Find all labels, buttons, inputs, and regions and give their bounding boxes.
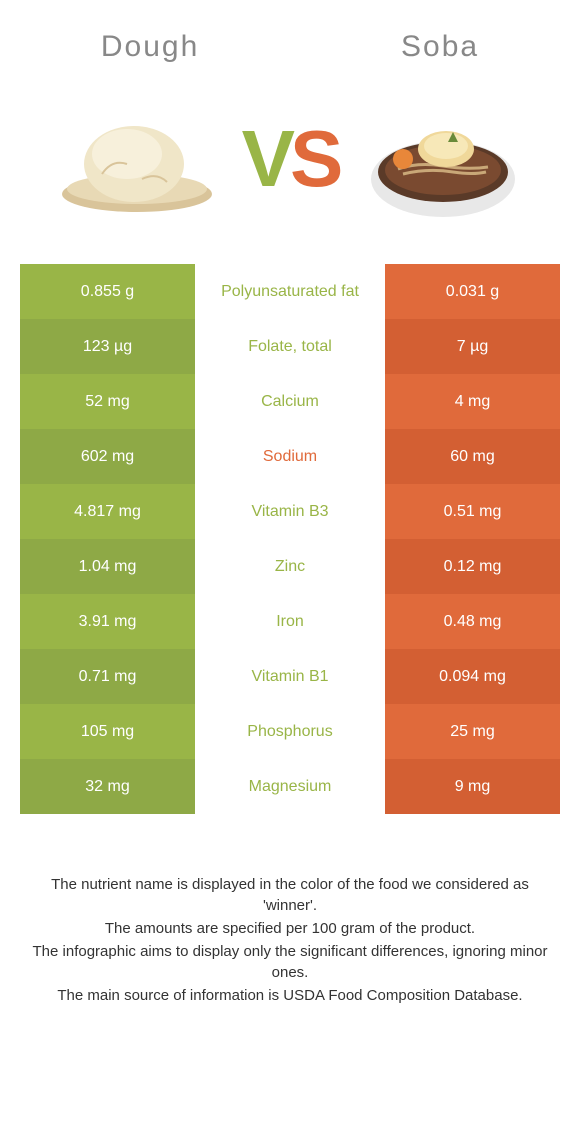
nutrient-name-cell: Vitamin B3 — [195, 484, 385, 539]
soba-image — [358, 94, 528, 224]
vs-v-letter: V — [242, 114, 290, 203]
left-value-cell: 4.817 mg — [20, 484, 195, 539]
nutrient-name-cell: Phosphorus — [195, 704, 385, 759]
vs-s-letter: S — [290, 114, 338, 203]
nutrient-name-cell: Sodium — [195, 429, 385, 484]
right-value-cell: 0.51 mg — [385, 484, 560, 539]
left-value-cell: 123 µg — [20, 319, 195, 374]
nutrient-name-cell: Zinc — [195, 539, 385, 594]
nutrient-name-cell: Calcium — [195, 374, 385, 429]
table-row: 52 mgCalcium4 mg — [20, 374, 560, 429]
table-row: 105 mgPhosphorus25 mg — [20, 704, 560, 759]
footer-notes: The nutrient name is displayed in the co… — [0, 814, 580, 1006]
right-value-cell: 60 mg — [385, 429, 560, 484]
table-row: 4.817 mgVitamin B30.51 mg — [20, 484, 560, 539]
right-food-title: Soba — [401, 30, 479, 64]
table-row: 3.91 mgIron0.48 mg — [20, 594, 560, 649]
right-value-cell: 25 mg — [385, 704, 560, 759]
footer-line: The nutrient name is displayed in the co… — [30, 874, 550, 916]
table-row: 123 µgFolate, total7 µg — [20, 319, 560, 374]
table-row: 32 mgMagnesium9 mg — [20, 759, 560, 814]
nutrient-name-cell: Vitamin B1 — [195, 649, 385, 704]
footer-line: The main source of information is USDA F… — [30, 985, 550, 1006]
nutrient-name-cell: Iron — [195, 594, 385, 649]
nutrient-name-cell: Magnesium — [195, 759, 385, 814]
nutrient-name-cell: Polyunsaturated fat — [195, 264, 385, 319]
left-value-cell: 52 mg — [20, 374, 195, 429]
right-value-cell: 7 µg — [385, 319, 560, 374]
right-value-cell: 0.48 mg — [385, 594, 560, 649]
dough-image — [52, 94, 222, 224]
nutrient-table: 0.855 gPolyunsaturated fat0.031 g123 µgF… — [20, 264, 560, 814]
header: Dough Soba — [0, 0, 580, 84]
left-food-title: Dough — [101, 30, 199, 64]
right-value-cell: 0.12 mg — [385, 539, 560, 594]
left-value-cell: 3.91 mg — [20, 594, 195, 649]
table-row: 0.855 gPolyunsaturated fat0.031 g — [20, 264, 560, 319]
right-value-cell: 9 mg — [385, 759, 560, 814]
footer-line: The amounts are specified per 100 gram o… — [30, 918, 550, 939]
vs-row: VS — [0, 84, 580, 264]
left-value-cell: 0.855 g — [20, 264, 195, 319]
right-value-cell: 0.094 mg — [385, 649, 560, 704]
nutrient-name-cell: Folate, total — [195, 319, 385, 374]
left-value-cell: 105 mg — [20, 704, 195, 759]
right-value-cell: 4 mg — [385, 374, 560, 429]
left-value-cell: 0.71 mg — [20, 649, 195, 704]
vs-label: VS — [242, 113, 339, 205]
left-value-cell: 32 mg — [20, 759, 195, 814]
left-value-cell: 602 mg — [20, 429, 195, 484]
table-row: 0.71 mgVitamin B10.094 mg — [20, 649, 560, 704]
footer-line: The infographic aims to display only the… — [30, 941, 550, 983]
left-value-cell: 1.04 mg — [20, 539, 195, 594]
right-value-cell: 0.031 g — [385, 264, 560, 319]
table-row: 602 mgSodium60 mg — [20, 429, 560, 484]
table-row: 1.04 mgZinc0.12 mg — [20, 539, 560, 594]
